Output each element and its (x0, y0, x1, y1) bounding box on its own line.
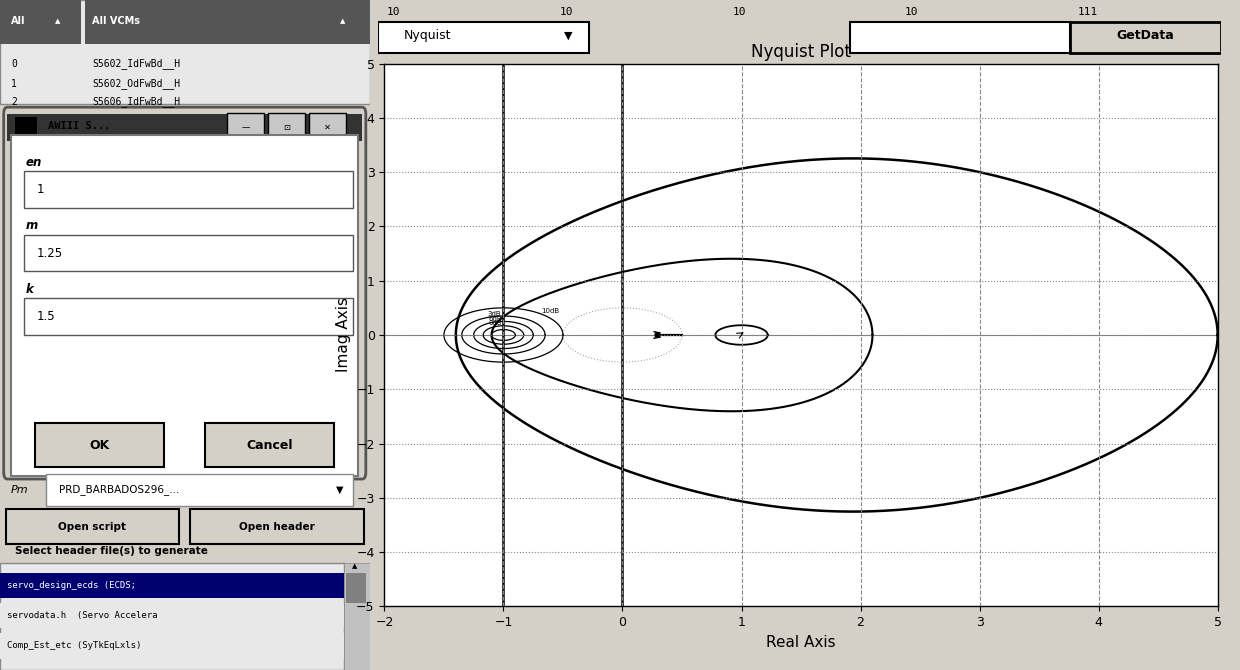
Text: S5606_IdFwBd__H: S5606_IdFwBd__H (92, 96, 181, 107)
FancyBboxPatch shape (227, 113, 264, 142)
Bar (0, 0, 82, 44)
Text: AWIII S...: AWIII S... (48, 121, 110, 131)
Text: 111: 111 (1078, 7, 1099, 17)
Y-axis label: Imag Axis: Imag Axis (336, 297, 351, 373)
FancyBboxPatch shape (24, 298, 353, 335)
Bar (86, 0, 370, 44)
FancyBboxPatch shape (268, 113, 305, 142)
Text: ▼: ▼ (336, 485, 343, 494)
Text: Pm: Pm (11, 486, 29, 495)
Text: 2: 2 (11, 97, 17, 107)
Text: OK: OK (89, 439, 110, 452)
Text: Cancel: Cancel (247, 439, 293, 452)
FancyBboxPatch shape (24, 234, 353, 271)
Bar (7, 114, 362, 141)
FancyBboxPatch shape (46, 474, 353, 506)
Bar (15, 117, 37, 139)
Bar (346, 573, 366, 603)
Bar (0, 0, 370, 104)
Title: Nyquist Plot: Nyquist Plot (751, 43, 851, 61)
Text: Select header file(s) to generate: Select header file(s) to generate (15, 546, 207, 555)
FancyBboxPatch shape (24, 171, 353, 208)
Bar (0, 563, 343, 670)
Text: Open script: Open script (58, 522, 126, 531)
Text: 1: 1 (11, 79, 17, 88)
Text: S5602_OdFwBd__H: S5602_OdFwBd__H (92, 78, 181, 89)
Text: servodata.h  (Servo Accelera: servodata.h (Servo Accelera (7, 611, 157, 620)
Text: ✕: ✕ (324, 123, 331, 132)
FancyBboxPatch shape (4, 107, 366, 479)
Text: Nyquist: Nyquist (403, 29, 451, 42)
Text: k: k (26, 283, 33, 296)
FancyBboxPatch shape (378, 21, 589, 53)
Text: 10: 10 (905, 7, 919, 17)
Text: 3dB: 3dB (487, 311, 501, 317)
Bar (0, 573, 343, 598)
Text: 10dB: 10dB (542, 308, 559, 314)
Text: 1.5: 1.5 (37, 310, 56, 324)
Text: ▲: ▲ (352, 563, 357, 569)
Text: 0dB: 0dB (489, 320, 502, 326)
FancyBboxPatch shape (190, 509, 365, 544)
Text: ▼: ▼ (564, 31, 572, 41)
Text: 6dB: 6dB (489, 316, 502, 322)
Text: —: — (242, 123, 250, 132)
Text: ⊡: ⊡ (283, 123, 290, 132)
Text: m: m (26, 220, 38, 232)
Bar (343, 563, 370, 670)
FancyBboxPatch shape (35, 423, 165, 467)
Text: GetData: GetData (1117, 29, 1174, 42)
Bar (0, 603, 343, 628)
FancyBboxPatch shape (851, 21, 1070, 53)
Text: S5602_IdFwBd__H: S5602_IdFwBd__H (92, 58, 181, 69)
Text: ▲: ▲ (340, 19, 345, 24)
Text: 0: 0 (11, 59, 17, 68)
Text: Open header: Open header (239, 522, 315, 531)
X-axis label: Real Axis: Real Axis (766, 634, 836, 650)
Text: 10: 10 (387, 7, 401, 17)
FancyBboxPatch shape (1070, 21, 1221, 53)
FancyBboxPatch shape (205, 423, 335, 467)
Bar (0, 633, 343, 659)
FancyBboxPatch shape (11, 135, 358, 476)
FancyBboxPatch shape (5, 509, 180, 544)
Text: 10: 10 (733, 7, 745, 17)
Text: 1: 1 (37, 183, 45, 196)
Text: 10: 10 (559, 7, 573, 17)
Text: Comp_Est_etc (SyTkEqLxls): Comp_Est_etc (SyTkEqLxls) (7, 641, 141, 651)
Text: servo_design_ecds (ECDS;: servo_design_ecds (ECDS; (7, 581, 136, 590)
FancyBboxPatch shape (309, 113, 346, 142)
Text: ▲: ▲ (56, 19, 61, 24)
Text: PRD_BARBADOS296_...: PRD_BARBADOS296_... (60, 484, 180, 495)
Text: All VCMs: All VCMs (92, 17, 140, 26)
Text: en: en (26, 156, 42, 169)
Text: 1.25: 1.25 (37, 247, 63, 260)
Text: All: All (11, 17, 26, 26)
